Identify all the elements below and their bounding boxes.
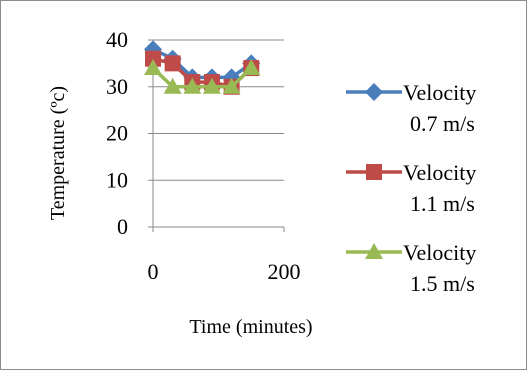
y-axis-label: Temperature (ºc) [47,86,69,220]
legend-marker [366,164,382,180]
data-point [144,59,162,76]
y-tick-label: 30 [106,74,128,99]
x-axis-label: Time (minutes) [189,316,312,338]
legend: Velocity 0.7 m/s Velocity 1.1 m/s Velocity 1.… [346,80,476,296]
data-point [202,77,221,94]
legend-label: Velocity [403,160,476,185]
x-tick-label: 200 [268,259,301,284]
data-point [164,55,181,72]
data-point [222,77,241,94]
legend-label: Velocity [403,80,476,105]
data-point [145,50,161,67]
legend-marker [365,243,383,259]
x-tick-label: 0 [148,259,159,284]
tick-labels: 0 10 20 30 40 0 200 [106,27,301,284]
y-tick-label: 0 [117,214,128,239]
legend-label: 0.7 m/s [410,111,475,136]
data-point [242,59,261,76]
data-point [183,77,202,94]
legend-label: 1.1 m/s [410,191,475,216]
y-tick-label: 20 [106,121,128,146]
series-group [144,40,261,95]
legend-label: Velocity [403,240,476,265]
y-tick-label: 10 [106,167,128,192]
data-point [163,77,182,94]
legend-label: 1.5 m/s [410,271,475,296]
y-tick-label: 40 [106,27,128,52]
legend-marker [365,83,383,101]
